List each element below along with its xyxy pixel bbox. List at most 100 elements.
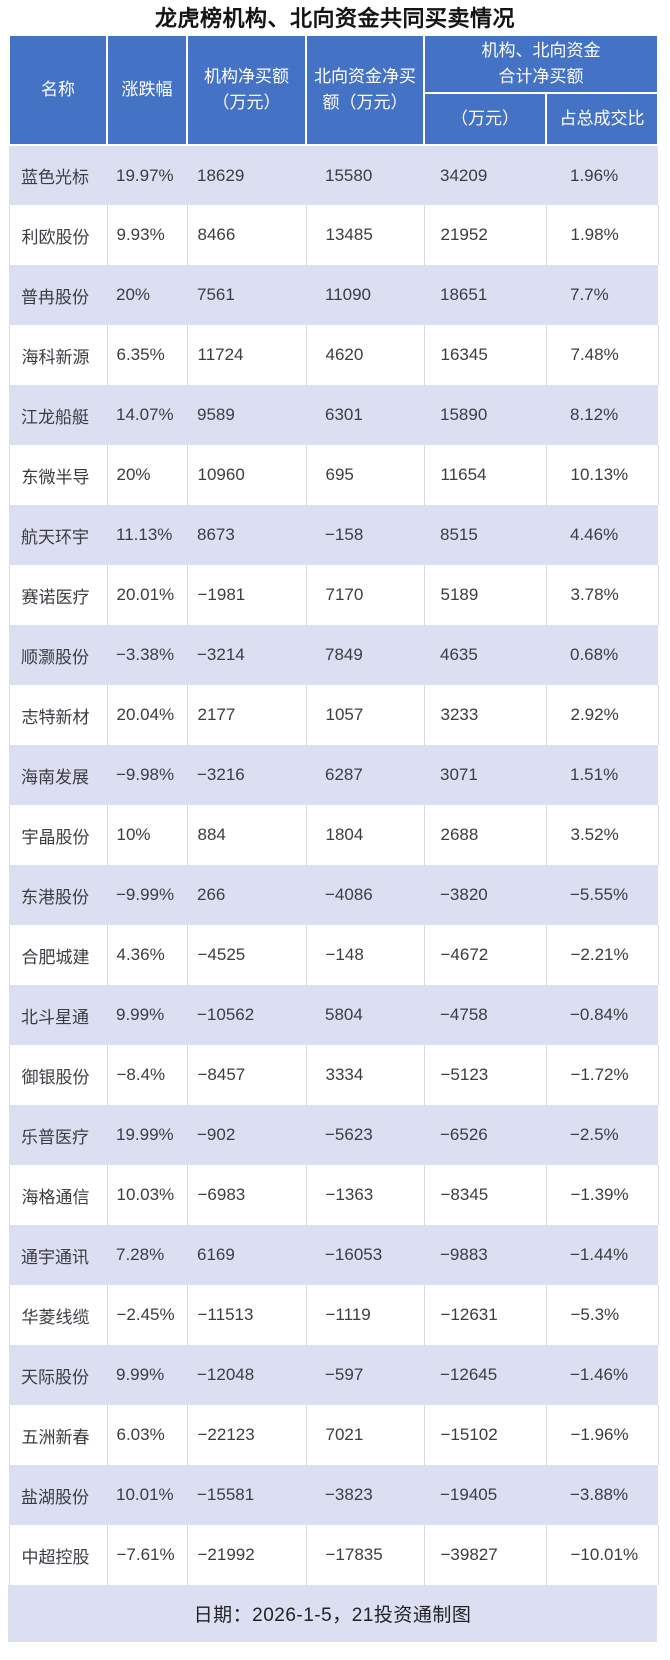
cell-inst: −4525 — [187, 925, 307, 985]
cell-ratio: 3.78% — [546, 565, 659, 625]
cell-change: 9.93% — [107, 205, 188, 265]
cell-total: −3820 — [424, 865, 546, 925]
cell-total: −5123 — [424, 1045, 547, 1105]
cell-inst: 266 — [187, 865, 306, 925]
cell-change: 20% — [107, 445, 188, 505]
cell-name: 五洲新春 — [8, 1405, 108, 1465]
cell-ratio: 4.46% — [546, 505, 658, 565]
cell-change: 11.13% — [107, 505, 187, 565]
cell-change: 9.99% — [107, 1345, 187, 1405]
cell-inst: −10562 — [187, 985, 306, 1045]
cell-ratio: 2.92% — [546, 685, 659, 745]
cell-ratio: −1.46% — [546, 1345, 658, 1405]
table-row: 北斗星通 9.99% −10562 5804 −4758 −0.84% — [9, 985, 658, 1045]
cell-north: 6301 — [306, 385, 424, 445]
cell-name: 华菱线缆 — [8, 1285, 108, 1345]
table-row: 顺灏股份 −3.38% −3214 7849 4635 0.68% — [9, 625, 658, 685]
cell-north: −3823 — [306, 1465, 424, 1525]
cell-name: 盐湖股份 — [9, 1465, 107, 1525]
cell-ratio: 1.96% — [546, 145, 658, 205]
cell-north: 695 — [306, 445, 425, 505]
col-header-north-net-line1: 北向资金净买 — [314, 66, 416, 86]
cell-inst: −22123 — [187, 1405, 307, 1465]
table-row: 五洲新春 6.03% −22123 7021 −15102 −1.96% — [8, 1405, 659, 1465]
cell-north: 7170 — [306, 565, 425, 625]
cell-ratio: 3.52% — [546, 805, 659, 865]
cell-change: −3.38% — [107, 625, 187, 685]
cell-name: 海南发展 — [9, 745, 107, 805]
cell-total: 18651 — [424, 265, 546, 325]
col-header-inst-net: 机构净买额 （万元） — [186, 34, 307, 146]
table-row: 赛诺医疗 20.01% −1981 7170 5189 3.78% — [8, 565, 659, 625]
cell-change: 9.99% — [107, 985, 187, 1045]
cell-north: 3334 — [306, 1045, 425, 1105]
cell-total: −8345 — [424, 1165, 547, 1225]
cell-north: 1057 — [306, 685, 425, 745]
cell-name: 宇晶股份 — [8, 805, 108, 865]
table-row: 宇晶股份 10% 884 1804 2688 3.52% — [8, 805, 659, 865]
cell-total: 5189 — [424, 565, 547, 625]
table-row: 利欧股份 9.93% 8466 13485 21952 1.98% — [8, 205, 659, 265]
table-row: 海科新源 6.35% 11724 4620 16345 7.48% — [8, 325, 659, 385]
cell-change: 20.01% — [107, 565, 188, 625]
cell-name: 蓝色光标 — [9, 145, 107, 205]
cell-total: 11654 — [424, 445, 547, 505]
cell-inst: 8466 — [187, 205, 307, 265]
cell-change: 6.35% — [107, 325, 188, 385]
cell-name: 合肥城建 — [8, 925, 108, 985]
table-row: 合肥城建 4.36% −4525 −148 −4672 −2.21% — [8, 925, 659, 985]
cell-inst: 2177 — [187, 685, 307, 745]
cell-change: −9.98% — [107, 745, 187, 805]
cell-total: −6526 — [424, 1105, 546, 1165]
table-row: 江龙船艇 14.07% 9589 6301 15890 8.12% — [9, 385, 658, 445]
table-row: 华菱线缆 −2.45% −11513 −1119 −12631 −5.3% — [8, 1285, 659, 1345]
cell-change: 10.01% — [107, 1465, 187, 1525]
cell-ratio: 8.12% — [546, 385, 658, 445]
data-table: 名称 涨跌幅 机构净买额 （万元） 北向资金净买 额（万元） 机构、北向资金 合… — [8, 34, 659, 1585]
cell-ratio: −1.44% — [546, 1225, 658, 1285]
table-row: 东微半导 20% 10960 695 11654 10.13% — [8, 445, 659, 505]
cell-name: 东微半导 — [8, 445, 108, 505]
cell-ratio: −5.3% — [546, 1285, 659, 1345]
table-row: 御银股份 −8.4% −8457 3334 −5123 −1.72% — [8, 1045, 659, 1105]
cell-ratio: −5.55% — [546, 865, 658, 925]
table-header: 名称 涨跌幅 机构净买额 （万元） 北向资金净买 额（万元） 机构、北向资金 合… — [8, 34, 659, 146]
cell-name: 海格通信 — [8, 1165, 108, 1225]
cell-ratio: 1.51% — [546, 745, 658, 805]
col-header-north-net-line2: 额（万元） — [322, 93, 408, 112]
col-header-inst-net-line1: 机构净买额 — [204, 66, 289, 86]
table-row: 盐湖股份 10.01% −15581 −3823 −19405 −3.88% — [9, 1465, 658, 1525]
cell-change: 10% — [107, 805, 188, 865]
cell-total: 3071 — [424, 745, 546, 805]
cell-ratio: −10.01% — [546, 1525, 659, 1585]
cell-inst: 11724 — [187, 325, 307, 385]
cell-ratio: −3.88% — [546, 1465, 658, 1525]
cell-total: −4672 — [424, 925, 547, 985]
table-row: 东港股份 −9.99% 266 −4086 −3820 −5.55% — [9, 865, 658, 925]
cell-name: 赛诺医疗 — [8, 565, 108, 625]
cell-north: −17835 — [306, 1525, 425, 1585]
cell-total: −4758 — [424, 985, 546, 1045]
cell-change: 19.99% — [107, 1105, 187, 1165]
cell-total: 34209 — [424, 145, 546, 205]
cell-name: 志特新材 — [8, 685, 108, 745]
cell-name: 海科新源 — [8, 325, 108, 385]
cell-inst: 9589 — [187, 385, 306, 445]
cell-north: −148 — [306, 925, 425, 985]
cell-ratio: 7.7% — [546, 265, 658, 325]
cell-north: 4620 — [306, 325, 425, 385]
table-row: 航天环宇 11.13% 8673 −158 8515 4.46% — [9, 505, 658, 565]
table-row: 乐普医疗 19.99% −902 −5623 −6526 −2.5% — [9, 1105, 658, 1165]
cell-inst: 10960 — [187, 445, 307, 505]
col-header-combined-ratio-label: 占总成交比 — [559, 108, 645, 128]
cell-name: 东港股份 — [9, 865, 107, 925]
cell-change: 20.04% — [107, 685, 188, 745]
cell-north: 7849 — [306, 625, 424, 685]
cell-ratio: −1.39% — [546, 1165, 659, 1225]
cell-inst: −21992 — [187, 1525, 307, 1585]
cell-ratio: −2.21% — [546, 925, 659, 985]
table-row: 志特新材 20.04% 2177 1057 3233 2.92% — [8, 685, 659, 745]
cell-total: −12631 — [424, 1285, 547, 1345]
cell-inst: 8673 — [187, 505, 306, 565]
